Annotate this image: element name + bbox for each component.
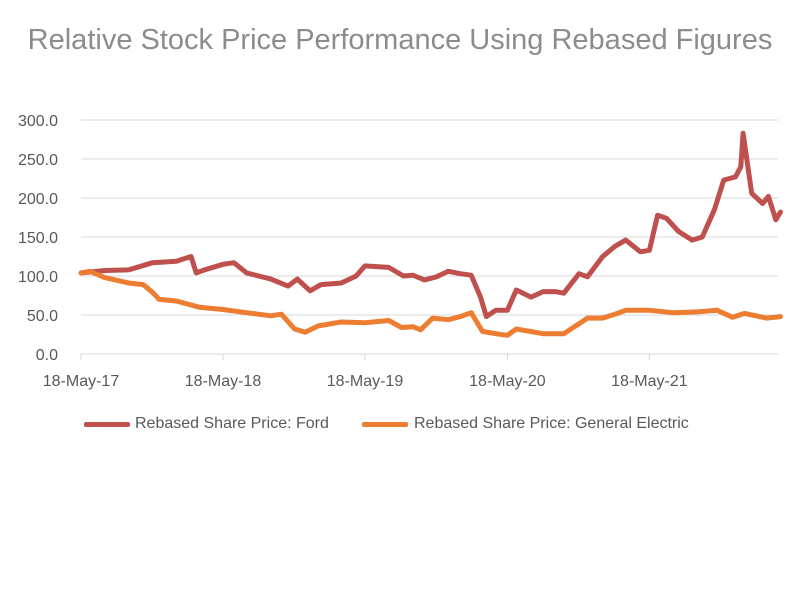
y-tick-label: 100.0 [18, 269, 58, 286]
legend-label-ge: Rebased Share Price: General Electric [414, 415, 689, 432]
y-tick-label: 200.0 [18, 191, 58, 208]
x-tick-label: 18-May-18 [185, 373, 262, 390]
x-tick-label: 18-May-21 [611, 373, 688, 390]
x-tick-label: 18-May-20 [469, 373, 546, 390]
y-tick-label: 300.0 [18, 113, 58, 130]
x-tick-label: 18-May-19 [327, 373, 404, 390]
legend-swatch-ford [84, 422, 130, 427]
series-line-ford [78, 130, 783, 320]
x-tick-label: 18-May-17 [43, 373, 120, 390]
chart-title: Relative Stock Price Performance Using R… [27, 24, 773, 56]
legend-swatch-ge [362, 422, 408, 427]
series-line-general-electric [78, 268, 783, 338]
y-tick-label: 150.0 [18, 230, 58, 247]
legend-label-ford: Rebased Share Price: Ford [135, 415, 329, 432]
y-tick-label: 50.0 [27, 308, 58, 325]
y-tick-label: 250.0 [18, 152, 58, 169]
y-tick-label: 0.0 [36, 347, 58, 364]
